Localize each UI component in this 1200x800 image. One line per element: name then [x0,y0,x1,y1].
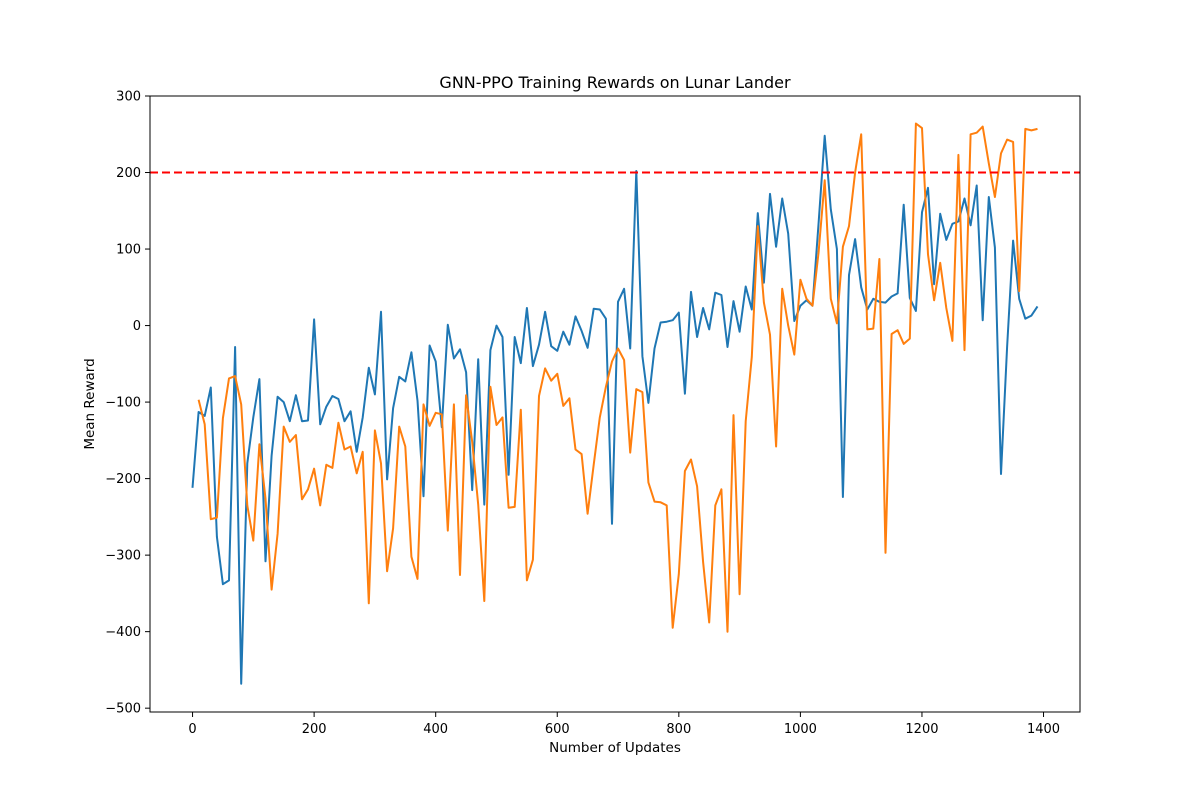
x-tick-label: 200 [302,722,327,737]
series-line-1 [191,134,1039,685]
y-tick-label: 100 [116,243,141,258]
x-tick-label: 1400 [1027,722,1060,737]
series-line-2 [197,122,1038,633]
x-axis-label: Number of Updates [549,740,681,756]
plot-area [150,122,1080,685]
y-tick-label: −100 [105,396,141,411]
x-tick-label: 0 [188,722,196,737]
chart-title: GNN-PPO Training Rewards on Lunar Lander [439,73,791,92]
y-tick-label: 0 [133,319,141,334]
x-tick-label: 1200 [905,722,938,737]
y-tick-label: −200 [105,472,141,487]
x-tick-label: 600 [545,722,570,737]
x-tick-label: 800 [666,722,691,737]
y-tick-label: −500 [105,702,141,717]
x-tick-label: 400 [423,722,448,737]
y-tick-label: −300 [105,549,141,564]
y-tick-label: 300 [116,90,141,105]
axes: 0 200 400 600 800 1000 1200 1400−500−400−300−20… [105,90,1081,737]
x-tick-label: 1000 [784,722,817,737]
y-tick-label: −400 [105,625,141,640]
y-axis-label: Mean Reward [82,358,98,449]
y-tick-label: 200 [116,166,141,181]
plot-frame [149,95,1081,713]
